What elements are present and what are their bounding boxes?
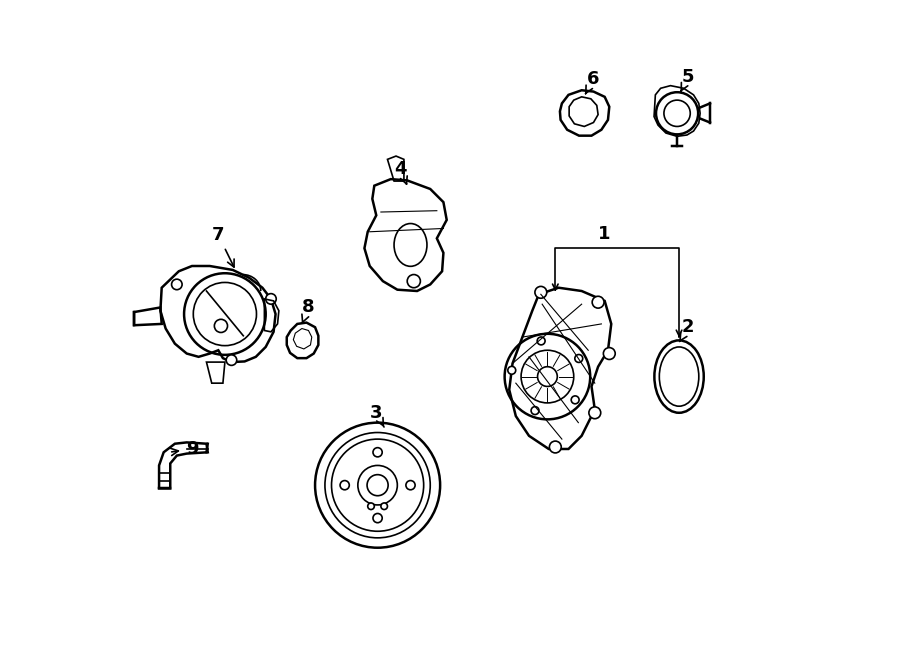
- Text: 1: 1: [598, 225, 610, 243]
- Text: 8: 8: [302, 299, 315, 323]
- Ellipse shape: [660, 347, 698, 407]
- Text: 5: 5: [680, 68, 695, 91]
- Text: 2: 2: [680, 318, 695, 342]
- Text: 9: 9: [171, 440, 198, 458]
- Circle shape: [535, 286, 547, 298]
- Text: 3: 3: [370, 404, 384, 427]
- Circle shape: [572, 396, 579, 404]
- Circle shape: [575, 354, 582, 362]
- Circle shape: [537, 337, 545, 345]
- Circle shape: [531, 407, 539, 414]
- Circle shape: [373, 447, 382, 457]
- Circle shape: [508, 366, 516, 374]
- Circle shape: [373, 514, 382, 523]
- Circle shape: [407, 274, 420, 288]
- Polygon shape: [569, 97, 598, 126]
- Polygon shape: [293, 329, 311, 349]
- Circle shape: [549, 441, 562, 453]
- Circle shape: [406, 481, 415, 490]
- Text: 7: 7: [212, 226, 234, 267]
- Text: 6: 6: [586, 70, 599, 94]
- Circle shape: [592, 296, 604, 308]
- Circle shape: [368, 503, 374, 510]
- Circle shape: [172, 279, 182, 290]
- Circle shape: [226, 355, 237, 366]
- Circle shape: [214, 319, 228, 332]
- Circle shape: [603, 348, 616, 360]
- Circle shape: [266, 293, 276, 304]
- Circle shape: [381, 503, 388, 510]
- Circle shape: [340, 481, 349, 490]
- Circle shape: [589, 407, 600, 418]
- Text: 4: 4: [394, 160, 407, 184]
